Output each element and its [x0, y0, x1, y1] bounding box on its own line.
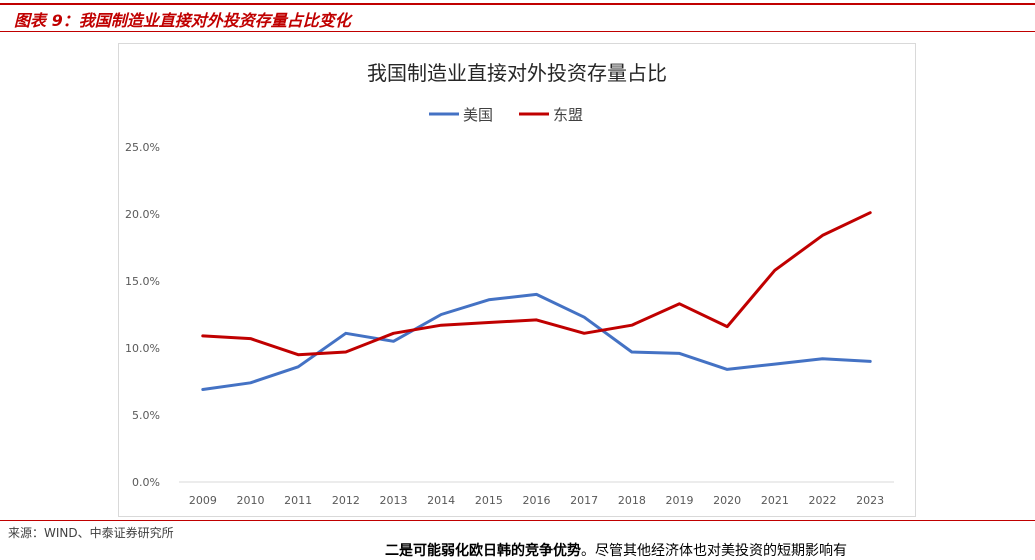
x-tick-label: 2020 [713, 494, 741, 507]
legend-label-1: 东盟 [553, 106, 583, 124]
x-tick-label: 2013 [380, 494, 408, 507]
x-tick-label: 2015 [475, 494, 503, 507]
y-tick-label: 15.0% [125, 275, 160, 288]
y-tick-label: 10.0% [125, 342, 160, 355]
x-tick-label: 2014 [427, 494, 455, 507]
footer-rule [0, 520, 1035, 521]
chart-title: 我国制造业直接对外投资存量占比 [367, 61, 667, 85]
y-tick-label: 5.0% [132, 409, 160, 422]
body-text: 二是可能弱化欧日韩的竞争优势。尽管其他经济体也对美投资的短期影响有 [385, 540, 847, 560]
series-line-1 [201, 211, 872, 357]
figure-caption: 图表 9：我国制造业直接对外投资存量占比变化 [14, 11, 351, 30]
x-tick-label: 2011 [284, 494, 312, 507]
x-tick-label: 2021 [761, 494, 789, 507]
legend-label-0: 美国 [463, 106, 493, 124]
header-bottom-rule [0, 31, 1035, 32]
y-tick-label: 0.0% [132, 476, 160, 489]
body-text-bold: 二是可能弱化欧日韩的竞争优势 [385, 543, 581, 559]
source-note: 来源：WIND、中泰证券研究所 [8, 526, 174, 540]
header-top-rule [0, 3, 1035, 5]
x-tick-label: 2012 [332, 494, 360, 507]
x-tick-label: 2017 [570, 494, 598, 507]
x-tick-label: 2023 [856, 494, 884, 507]
x-tick-label: 2010 [237, 494, 265, 507]
y-tick-label: 20.0% [125, 208, 160, 221]
body-text-rest: 。尽管其他经济体也对美投资的短期影响有 [581, 543, 847, 559]
figure-header: 图表 9：我国制造业直接对外投资存量占比变化 [0, 0, 1035, 34]
x-tick-label: 2022 [809, 494, 837, 507]
chart-frame: 我国制造业直接对外投资存量占比美国 东盟 0.0% 5.0% 10.0% 15.0% 20.… [118, 43, 916, 517]
x-tick-label: 2019 [666, 494, 694, 507]
x-tick-label: 2009 [189, 494, 217, 507]
y-tick-label: 25.0% [125, 141, 160, 154]
x-tick-label: 2018 [618, 494, 646, 507]
x-tick-label: 2016 [523, 494, 551, 507]
series-line-0 [201, 292, 872, 391]
